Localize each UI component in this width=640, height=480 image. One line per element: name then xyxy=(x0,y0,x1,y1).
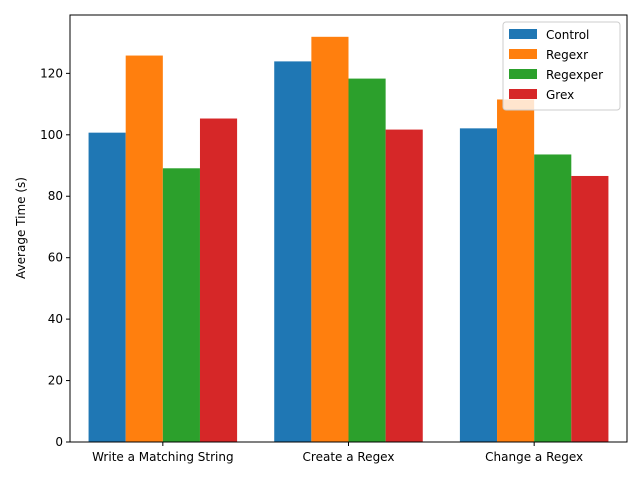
legend-label-regexr: Regexr xyxy=(546,48,588,62)
y-tick-label: 20 xyxy=(48,374,63,388)
bar-regexr-2 xyxy=(497,99,535,442)
x-tick-label: Write a Matching String xyxy=(92,450,233,464)
bar-regexr-0 xyxy=(125,55,163,443)
y-tick-label: 100 xyxy=(40,128,63,142)
y-tick-label: 120 xyxy=(40,66,63,80)
legend-swatch-regexper xyxy=(509,69,537,79)
y-tick-label: 80 xyxy=(48,189,63,203)
x-tick-label: Create a Regex xyxy=(303,450,395,464)
legend-label-regexper: Regexper xyxy=(546,68,603,82)
bar-control-0 xyxy=(88,132,126,442)
bar-control-2 xyxy=(459,128,498,442)
bar-grex-0 xyxy=(199,118,238,443)
legend-swatch-grex xyxy=(509,89,537,99)
bar-regexper-0 xyxy=(162,168,200,443)
bar-regexr-1 xyxy=(311,36,349,443)
y-tick-label: 60 xyxy=(48,251,63,265)
legend: Control Regexr Regexper Grex xyxy=(502,21,621,111)
bar-regexper-2 xyxy=(534,154,572,442)
bar-control-1 xyxy=(274,61,312,442)
y-axis-label: Average Time (s) xyxy=(14,177,28,279)
bar-grex-1 xyxy=(385,129,423,442)
legend-swatch-control xyxy=(509,29,537,39)
y-tick-label: 40 xyxy=(48,312,63,326)
legend-swatch-regexr xyxy=(509,49,537,59)
bar-grex-2 xyxy=(571,175,609,442)
bar-regexper-1 xyxy=(348,78,386,442)
legend-label-control: Control xyxy=(546,28,589,42)
x-tick-label: Change a Regex xyxy=(485,450,583,464)
bars-layer xyxy=(88,36,609,443)
y-tick-label: 0 xyxy=(55,435,63,449)
axes-layer: 0 20 40 60 80 100 120 Write a Matching String Cr… xyxy=(40,14,628,464)
legend-label-grex: Grex xyxy=(546,88,574,102)
legend-frame xyxy=(502,21,621,111)
